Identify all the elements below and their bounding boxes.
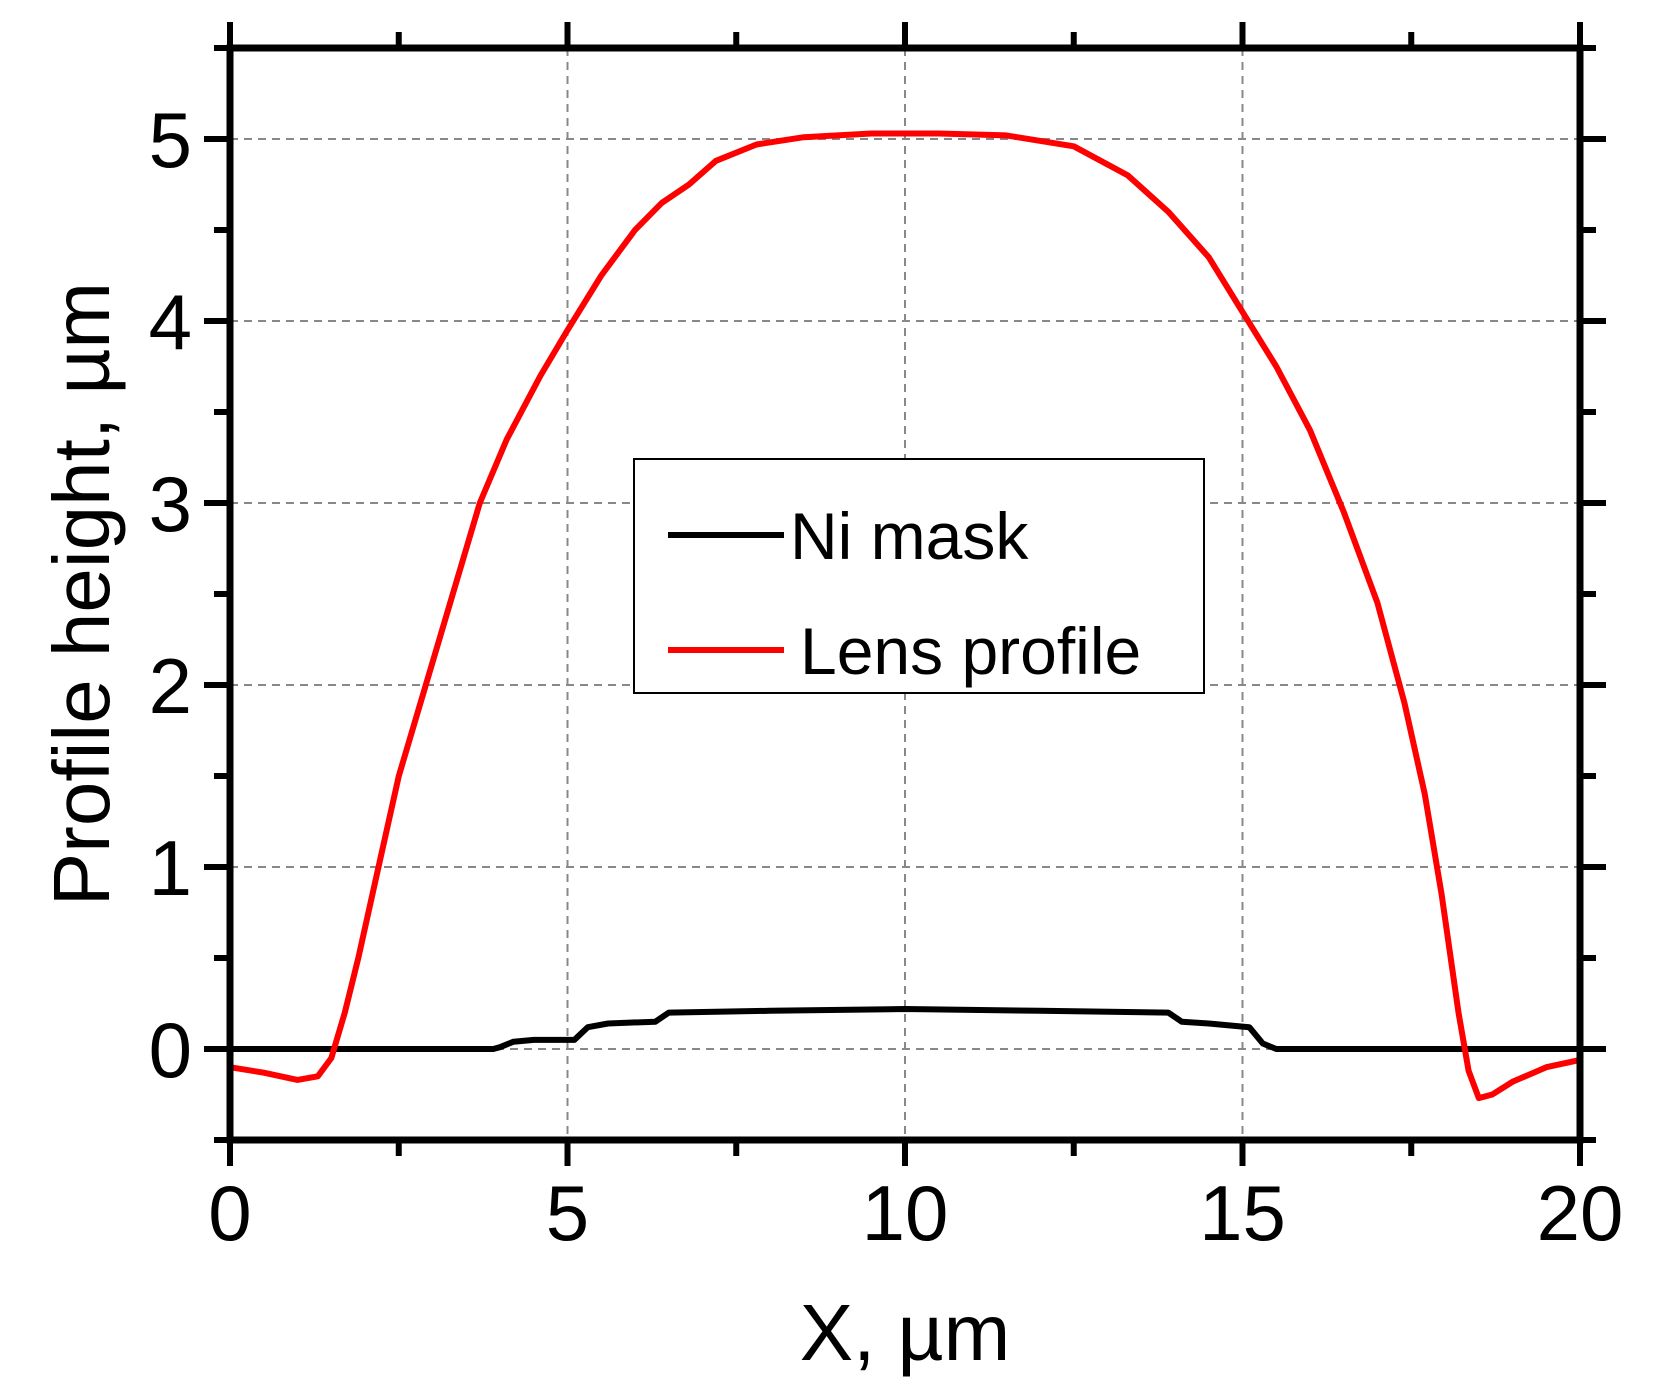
legend-label-ni-mask: Ni mask	[790, 499, 1029, 573]
x-tick-label: 20	[1537, 1169, 1624, 1257]
legend-label-lens-profile: Lens profile	[800, 614, 1141, 688]
x-tick-label: 0	[208, 1169, 251, 1257]
y-tick-label: 3	[149, 460, 192, 548]
series-line-0	[230, 1006, 1580, 1052]
tick-labels: 0 5 10 15 20 0 1 2 3 4 5	[149, 96, 1624, 1257]
x-tick-label: 15	[1199, 1169, 1286, 1257]
y-tick-label: 5	[149, 96, 192, 184]
y-tick-label: 0	[149, 1006, 192, 1094]
series-line-1	[229, 130, 1581, 1102]
legend: Ni mask Lens profile	[633, 458, 1205, 694]
legend-box	[633, 458, 1205, 694]
series-layer	[229, 130, 1581, 1102]
x-tick-label: 5	[546, 1169, 589, 1257]
y-tick-label: 4	[149, 278, 192, 366]
axis-ticks	[204, 22, 1606, 1166]
y-tick-label: 2	[149, 642, 192, 730]
x-axis-title: X, µm	[800, 1288, 1011, 1377]
y-axis-title: Profile height, µm	[37, 282, 126, 906]
y-tick-label: 1	[149, 824, 192, 912]
x-tick-label: 10	[862, 1169, 949, 1257]
